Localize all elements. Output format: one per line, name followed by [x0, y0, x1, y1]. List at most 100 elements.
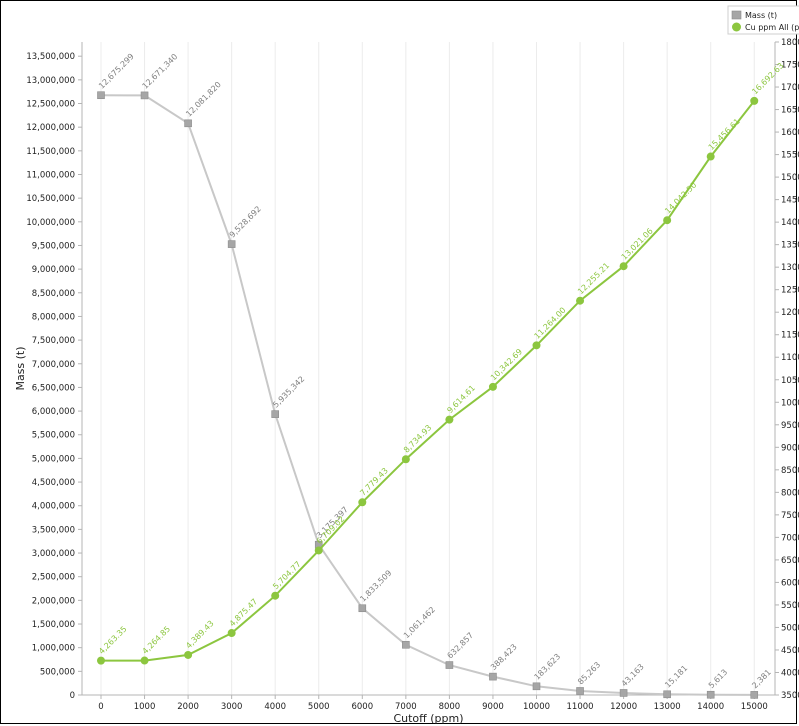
y-right-tick-label: 8500 — [781, 466, 799, 476]
y-right-tick-label: 5000 — [781, 623, 799, 633]
cu-data-label: 4,389.43 — [184, 619, 216, 651]
y-left-tick-label: 7,500,000 — [32, 336, 75, 346]
y-left-tick-label: 3,500,000 — [32, 525, 75, 535]
x-tick-label: 12000 — [610, 702, 637, 712]
mass-data-label: 5,935,342 — [271, 374, 306, 409]
y-right-tick-label: 3500 — [781, 691, 799, 701]
cu-point — [750, 96, 759, 105]
cu-point — [140, 656, 149, 665]
mass-point — [445, 661, 454, 669]
x-tick-label: 13000 — [654, 702, 681, 712]
mass-data-label: 12,671,340 — [141, 52, 180, 91]
mass-data-label: 183,623 — [533, 652, 563, 682]
cu-point — [532, 341, 541, 350]
y-left-tick-label: 6,500,000 — [32, 383, 75, 393]
cu-data-label: 4,263.35 — [97, 624, 129, 656]
mass-data-label: 632,857 — [445, 631, 475, 661]
cu-point — [271, 591, 280, 600]
mass-point — [184, 119, 192, 128]
y-left-tick-label: 12,000,000 — [26, 123, 75, 133]
cu-point — [619, 262, 628, 271]
x-tick-label: 1000 — [134, 702, 156, 712]
y-left-tick-label: 11,500,000 — [26, 147, 75, 157]
x-tick-label: 8000 — [439, 702, 461, 712]
y-left-tick-label: 1,500,000 — [32, 620, 75, 630]
x-tick-label: 3000 — [221, 702, 243, 712]
cu-data-label: 5,704.77 — [271, 560, 303, 592]
mass-point — [402, 640, 410, 649]
cu-point — [227, 629, 236, 638]
mass-data-label: 1,061,462 — [402, 605, 437, 640]
y-left-tick-label: 13,500,000 — [26, 52, 75, 62]
legend-marker-cu — [732, 22, 741, 32]
y-left-tick-label: 5,000,000 — [32, 454, 75, 464]
mass-point — [227, 240, 236, 248]
cu-point — [576, 296, 585, 305]
y-left-tick-label: 10,500,000 — [26, 194, 75, 204]
y-right-tick-label: 15500 — [781, 151, 799, 161]
cu-data-label: 15,456.61 — [707, 117, 742, 152]
y-left-tick-label: 8,000,000 — [32, 312, 75, 322]
cu-data-label: 7,779.43 — [358, 466, 390, 498]
mass-data-label: 9,528,692 — [228, 204, 263, 239]
y-right-tick-label: 13500 — [781, 241, 799, 251]
y-right-tick-label: 9500 — [781, 421, 799, 431]
cu-data-label: 11,264.00 — [533, 306, 568, 341]
mass-data-label: 388,423 — [489, 642, 519, 672]
y-left-tick-label: 12,500,000 — [26, 100, 75, 110]
x-axis-title: Cutoff (ppm) — [393, 712, 463, 725]
y-right-tick-label: 10000 — [781, 398, 799, 408]
y-right-tick-label: 14500 — [781, 196, 799, 206]
y-right-tick-label: 17500 — [781, 61, 799, 71]
x-tick-label: 15000 — [741, 702, 768, 712]
y-right-tick-label: 7000 — [781, 533, 799, 543]
y-left-tick-label: 13,000,000 — [26, 76, 75, 86]
y-left-tick-label: 8,500,000 — [32, 289, 75, 299]
y-left-tick-label: 2,500,000 — [32, 573, 75, 583]
y-right-tick-label: 16500 — [781, 106, 799, 116]
mass-data-label: 1,833,509 — [358, 568, 393, 603]
y-right-tick-label: 14000 — [781, 218, 799, 228]
mass-point — [663, 690, 671, 699]
cu-point — [184, 650, 193, 659]
y-left-tick-label: 7,000,000 — [32, 360, 75, 370]
mass-point — [140, 91, 149, 100]
y-left-tick-label: 9,000,000 — [32, 265, 75, 275]
mass-point — [97, 91, 105, 100]
mass-data-label: 12,675,299 — [97, 52, 136, 91]
y-right-tick-label: 13000 — [781, 263, 799, 273]
y-left-tick-label: 500,000 — [40, 667, 75, 677]
legend-label: Mass (t) — [745, 11, 777, 20]
y-left-tick-label: 11,000,000 — [26, 170, 75, 180]
mass-data-label: 2,381 — [750, 668, 773, 691]
mass-point — [619, 689, 628, 697]
y-right-tick-label: 11500 — [781, 331, 799, 341]
y-left-tick-label: 3,000,000 — [32, 549, 75, 559]
series-line — [100, 94, 755, 696]
y-right-tick-label: 18000 — [781, 38, 799, 48]
axes: 0 500,000 1,000,000 1,500,000 2,000,000 2,500… — [14, 38, 799, 725]
cu-point — [358, 498, 367, 507]
cu-data-label: 4,264.85 — [141, 624, 173, 656]
series-cu-ppm: 4,263.35 4,264.85 4,389.434,875.475,704.77… — [97, 61, 785, 665]
cu-data-label: 14,042.50 — [663, 180, 698, 215]
y-right-tick-label: 8000 — [781, 488, 799, 498]
cu-point — [314, 546, 323, 555]
mass-point — [271, 410, 280, 418]
grid-lines — [100, 42, 755, 695]
legend: Mass (t) Cu ppm All (p — [727, 5, 799, 35]
y-left-tick-label: 9,500,000 — [32, 241, 75, 251]
cu-point — [663, 216, 672, 225]
y-left-tick-label: 6,000,000 — [32, 407, 75, 417]
y-left-tick-label: 4,000,000 — [32, 502, 75, 512]
y-left-tick-label: 2,000,000 — [32, 596, 75, 606]
y-right-tick-label: 9000 — [781, 443, 799, 453]
mass-point — [358, 604, 367, 613]
y-right-tick-label: 12000 — [781, 308, 799, 318]
mass-point — [532, 682, 541, 691]
cu-point — [97, 656, 105, 665]
y-right-tick-label: 6500 — [781, 556, 799, 566]
